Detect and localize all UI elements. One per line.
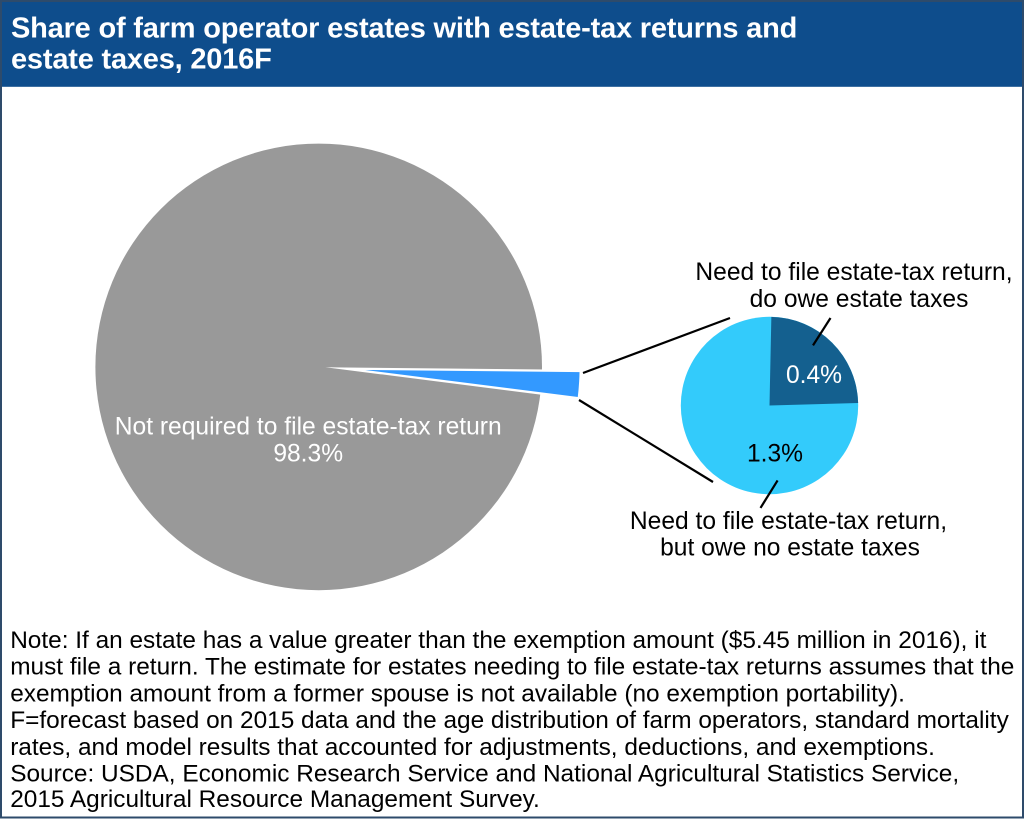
svg-text:Share of farm operator estates: Share of farm operator estates with esta…: [11, 12, 797, 44]
svg-text:1.3%: 1.3%: [747, 440, 803, 467]
svg-text:2015 Agricultural Resource Man: 2015 Agricultural Resource Management Su…: [10, 786, 540, 813]
svg-text:do owe estate taxes: do owe estate taxes: [750, 286, 969, 313]
svg-text:0.4%: 0.4%: [786, 362, 842, 389]
svg-text:Note: If an estate has a value: Note: If an estate has a value greater t…: [10, 627, 986, 654]
svg-text:98.3%: 98.3%: [273, 441, 343, 468]
svg-text:must file a return. The estima: must file a return. The estimate for est…: [10, 654, 1014, 681]
svg-text:estate taxes, 2016F: estate taxes, 2016F: [11, 44, 272, 76]
svg-text:F=forecast based on 2015 data: F=forecast based on 2015 data and the ag…: [10, 707, 1009, 734]
svg-text:Source: USDA, Economic Researc: Source: USDA, Economic Research Service …: [10, 761, 959, 788]
svg-text:rates, and model results that: rates, and model results that accounted …: [10, 734, 935, 761]
svg-text:Need to file estate-tax return: Need to file estate-tax return,: [695, 259, 1012, 286]
svg-text:exemption amount from a former: exemption amount from a former spouse is…: [10, 680, 905, 707]
svg-text:Not required to file estate-ta: Not required to file estate-tax return: [115, 414, 502, 441]
svg-text:but owe no estate taxes: but owe no estate taxes: [660, 535, 920, 562]
svg-text:Need to file estate-tax return: Need to file estate-tax return,: [630, 508, 947, 535]
